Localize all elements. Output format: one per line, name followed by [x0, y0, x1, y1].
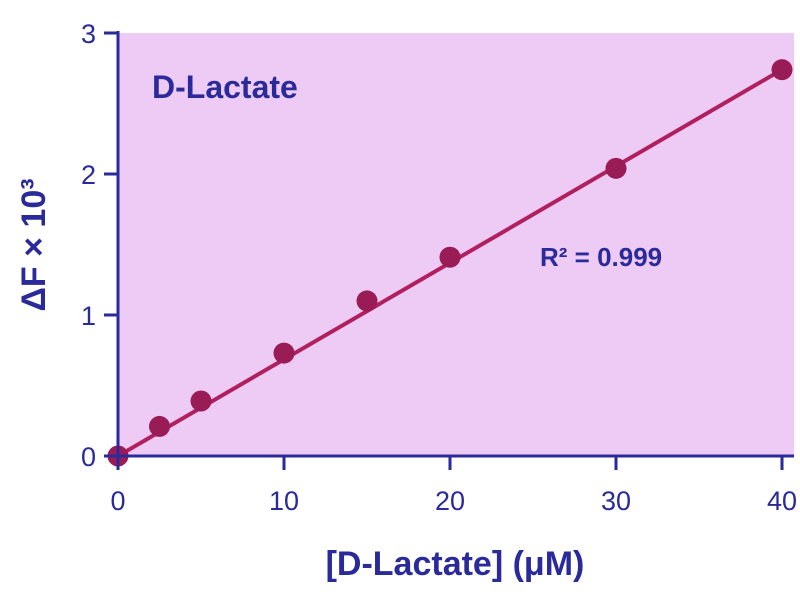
data-point-7	[771, 59, 793, 81]
x-axis-title: [D-Lactate] (μM)	[326, 545, 585, 583]
data-point-1	[149, 415, 170, 437]
y-tick-label-3: 3	[81, 19, 96, 49]
x-tick-label-2: 20	[435, 486, 465, 516]
x-tick-label-3: 30	[601, 486, 631, 516]
x-tick-label-1: 10	[269, 486, 299, 516]
data-point-4	[356, 290, 378, 312]
data-point-3	[273, 342, 295, 364]
x-tick-label-4: 40	[767, 486, 797, 516]
data-point-5	[439, 246, 461, 268]
plot-background	[118, 33, 794, 456]
y-tick-label-1: 1	[81, 301, 96, 331]
y-axis-title: ΔF × 10³	[15, 178, 53, 311]
data-point-2	[190, 390, 212, 412]
r-squared-annotation: R² = 0.999	[540, 242, 662, 272]
y-tick-label-0: 0	[81, 442, 96, 472]
y-tick-label-2: 2	[81, 160, 96, 190]
data-points	[107, 59, 793, 467]
data-point-6	[605, 157, 627, 179]
chart-title: D-Lactate	[152, 69, 298, 105]
x-tick-label-0: 0	[110, 486, 125, 516]
